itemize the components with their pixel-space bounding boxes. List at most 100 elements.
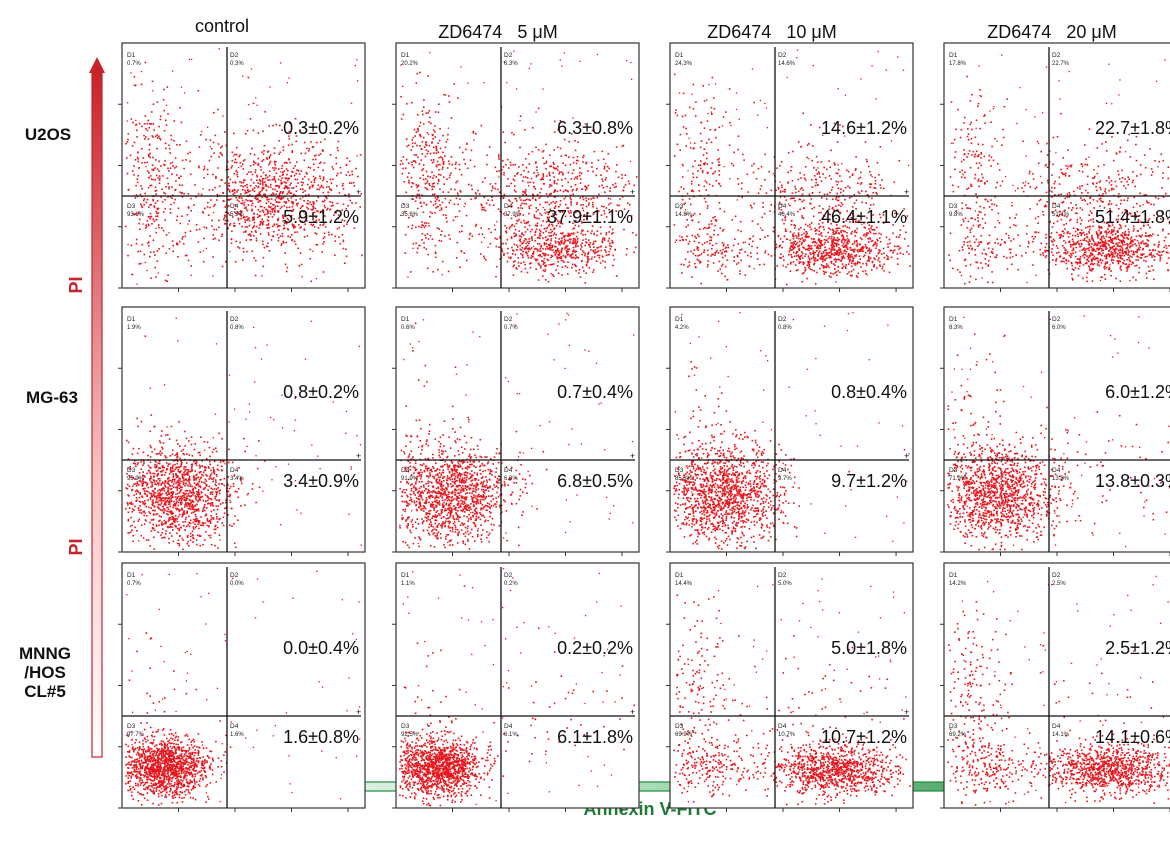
scatter-point xyxy=(567,233,570,236)
scatter-point xyxy=(518,230,520,232)
scatter-point xyxy=(859,258,862,260)
scatter-point xyxy=(270,206,272,208)
scatter-point xyxy=(682,126,685,128)
scatter-point xyxy=(540,255,543,258)
scatter-point xyxy=(425,112,428,114)
scatter-point xyxy=(152,239,155,242)
scatter-point xyxy=(162,229,165,232)
scatter-point xyxy=(697,164,700,166)
scatter-point xyxy=(783,235,786,237)
scatter-point xyxy=(793,255,796,258)
scatter-point xyxy=(256,176,259,178)
scatter-point xyxy=(797,232,800,234)
scatter-point xyxy=(152,218,155,220)
scatter-point xyxy=(341,185,344,187)
scatter-point xyxy=(862,270,864,273)
scatter-point xyxy=(715,83,717,85)
scatter-point xyxy=(310,203,312,206)
scatter-point xyxy=(870,227,872,229)
scatter-point xyxy=(955,210,957,212)
scatter-point xyxy=(1154,249,1157,252)
scatter-point xyxy=(1139,164,1142,166)
scatter-point xyxy=(553,263,555,265)
scatter-point xyxy=(445,214,447,216)
scatter-point xyxy=(882,247,885,250)
scatter-point xyxy=(559,210,561,213)
scatter-point xyxy=(423,226,426,229)
scatter-point xyxy=(231,190,234,193)
scatter-point xyxy=(1072,227,1075,229)
scatter-point xyxy=(855,240,858,242)
scatter-point xyxy=(824,177,827,179)
scatter-point xyxy=(835,261,837,263)
scatter-point xyxy=(535,259,537,262)
scatter-point xyxy=(285,161,287,164)
scatter-point xyxy=(292,167,295,170)
scatter-point xyxy=(822,251,825,253)
pi-axis-label-2: PI xyxy=(66,538,86,555)
scatter-point xyxy=(697,249,700,251)
scatter-point xyxy=(837,164,839,166)
scatter-point xyxy=(506,82,508,84)
scatter-point xyxy=(984,183,986,185)
scatter-point xyxy=(149,251,152,254)
scatter-point xyxy=(137,151,139,154)
scatter-point xyxy=(566,254,569,256)
scatter-point xyxy=(156,147,158,150)
scatter-point xyxy=(586,261,589,263)
scatter-point xyxy=(258,192,260,194)
scatter-point xyxy=(794,225,797,227)
scatter-point xyxy=(587,170,589,172)
scatter-point xyxy=(768,170,770,173)
scatter-point xyxy=(572,256,575,259)
scatter-point xyxy=(883,187,885,190)
scatter-point xyxy=(303,159,306,162)
scatter-point xyxy=(317,166,320,169)
scatter-point xyxy=(348,182,351,184)
scatter-point xyxy=(621,210,623,213)
scatter-point xyxy=(959,136,962,139)
scatter-point xyxy=(803,232,805,235)
scatter-point xyxy=(592,243,594,246)
scatter-point xyxy=(441,157,443,159)
scatter-point xyxy=(416,247,419,250)
scatter-point xyxy=(271,211,274,213)
scatter-point xyxy=(1069,194,1071,196)
scatter-point xyxy=(303,141,306,144)
scatter-point xyxy=(506,238,509,241)
scatter-point xyxy=(513,232,515,234)
scatter-point xyxy=(152,168,155,171)
scatter-point xyxy=(188,58,190,61)
scatter-point xyxy=(274,205,277,208)
scatter-point xyxy=(791,180,794,182)
scatter-point xyxy=(594,251,596,254)
scatter-point xyxy=(280,198,283,200)
scatter-point xyxy=(1098,181,1101,184)
quadrant-name-d1: D1 xyxy=(401,52,410,59)
quadrant-name-d2: D2 xyxy=(778,52,787,59)
scatter-point xyxy=(247,199,249,202)
scatter-point xyxy=(762,206,764,208)
scatter-point xyxy=(437,142,439,145)
scatter-point xyxy=(286,217,289,220)
scatter-point xyxy=(564,255,567,258)
scatter-point xyxy=(591,204,594,206)
scatter-point xyxy=(869,231,872,234)
scatter-point xyxy=(290,197,293,199)
scatter-point xyxy=(245,199,247,201)
scatter-point xyxy=(722,116,725,118)
scatter-point xyxy=(602,180,604,183)
scatter-point xyxy=(698,254,701,256)
scatter-point xyxy=(764,250,767,252)
scatter-point xyxy=(148,206,150,208)
scatter-point xyxy=(828,251,831,254)
scatter-point xyxy=(1109,225,1111,227)
scatter-point xyxy=(261,189,263,192)
scatter-point xyxy=(552,213,554,215)
scatter-point xyxy=(213,205,215,207)
scatter-point xyxy=(328,233,330,236)
scatter-point xyxy=(1015,213,1018,216)
scatter-point xyxy=(969,275,972,278)
scatter-point xyxy=(1126,199,1129,202)
scatter-point xyxy=(545,143,547,146)
